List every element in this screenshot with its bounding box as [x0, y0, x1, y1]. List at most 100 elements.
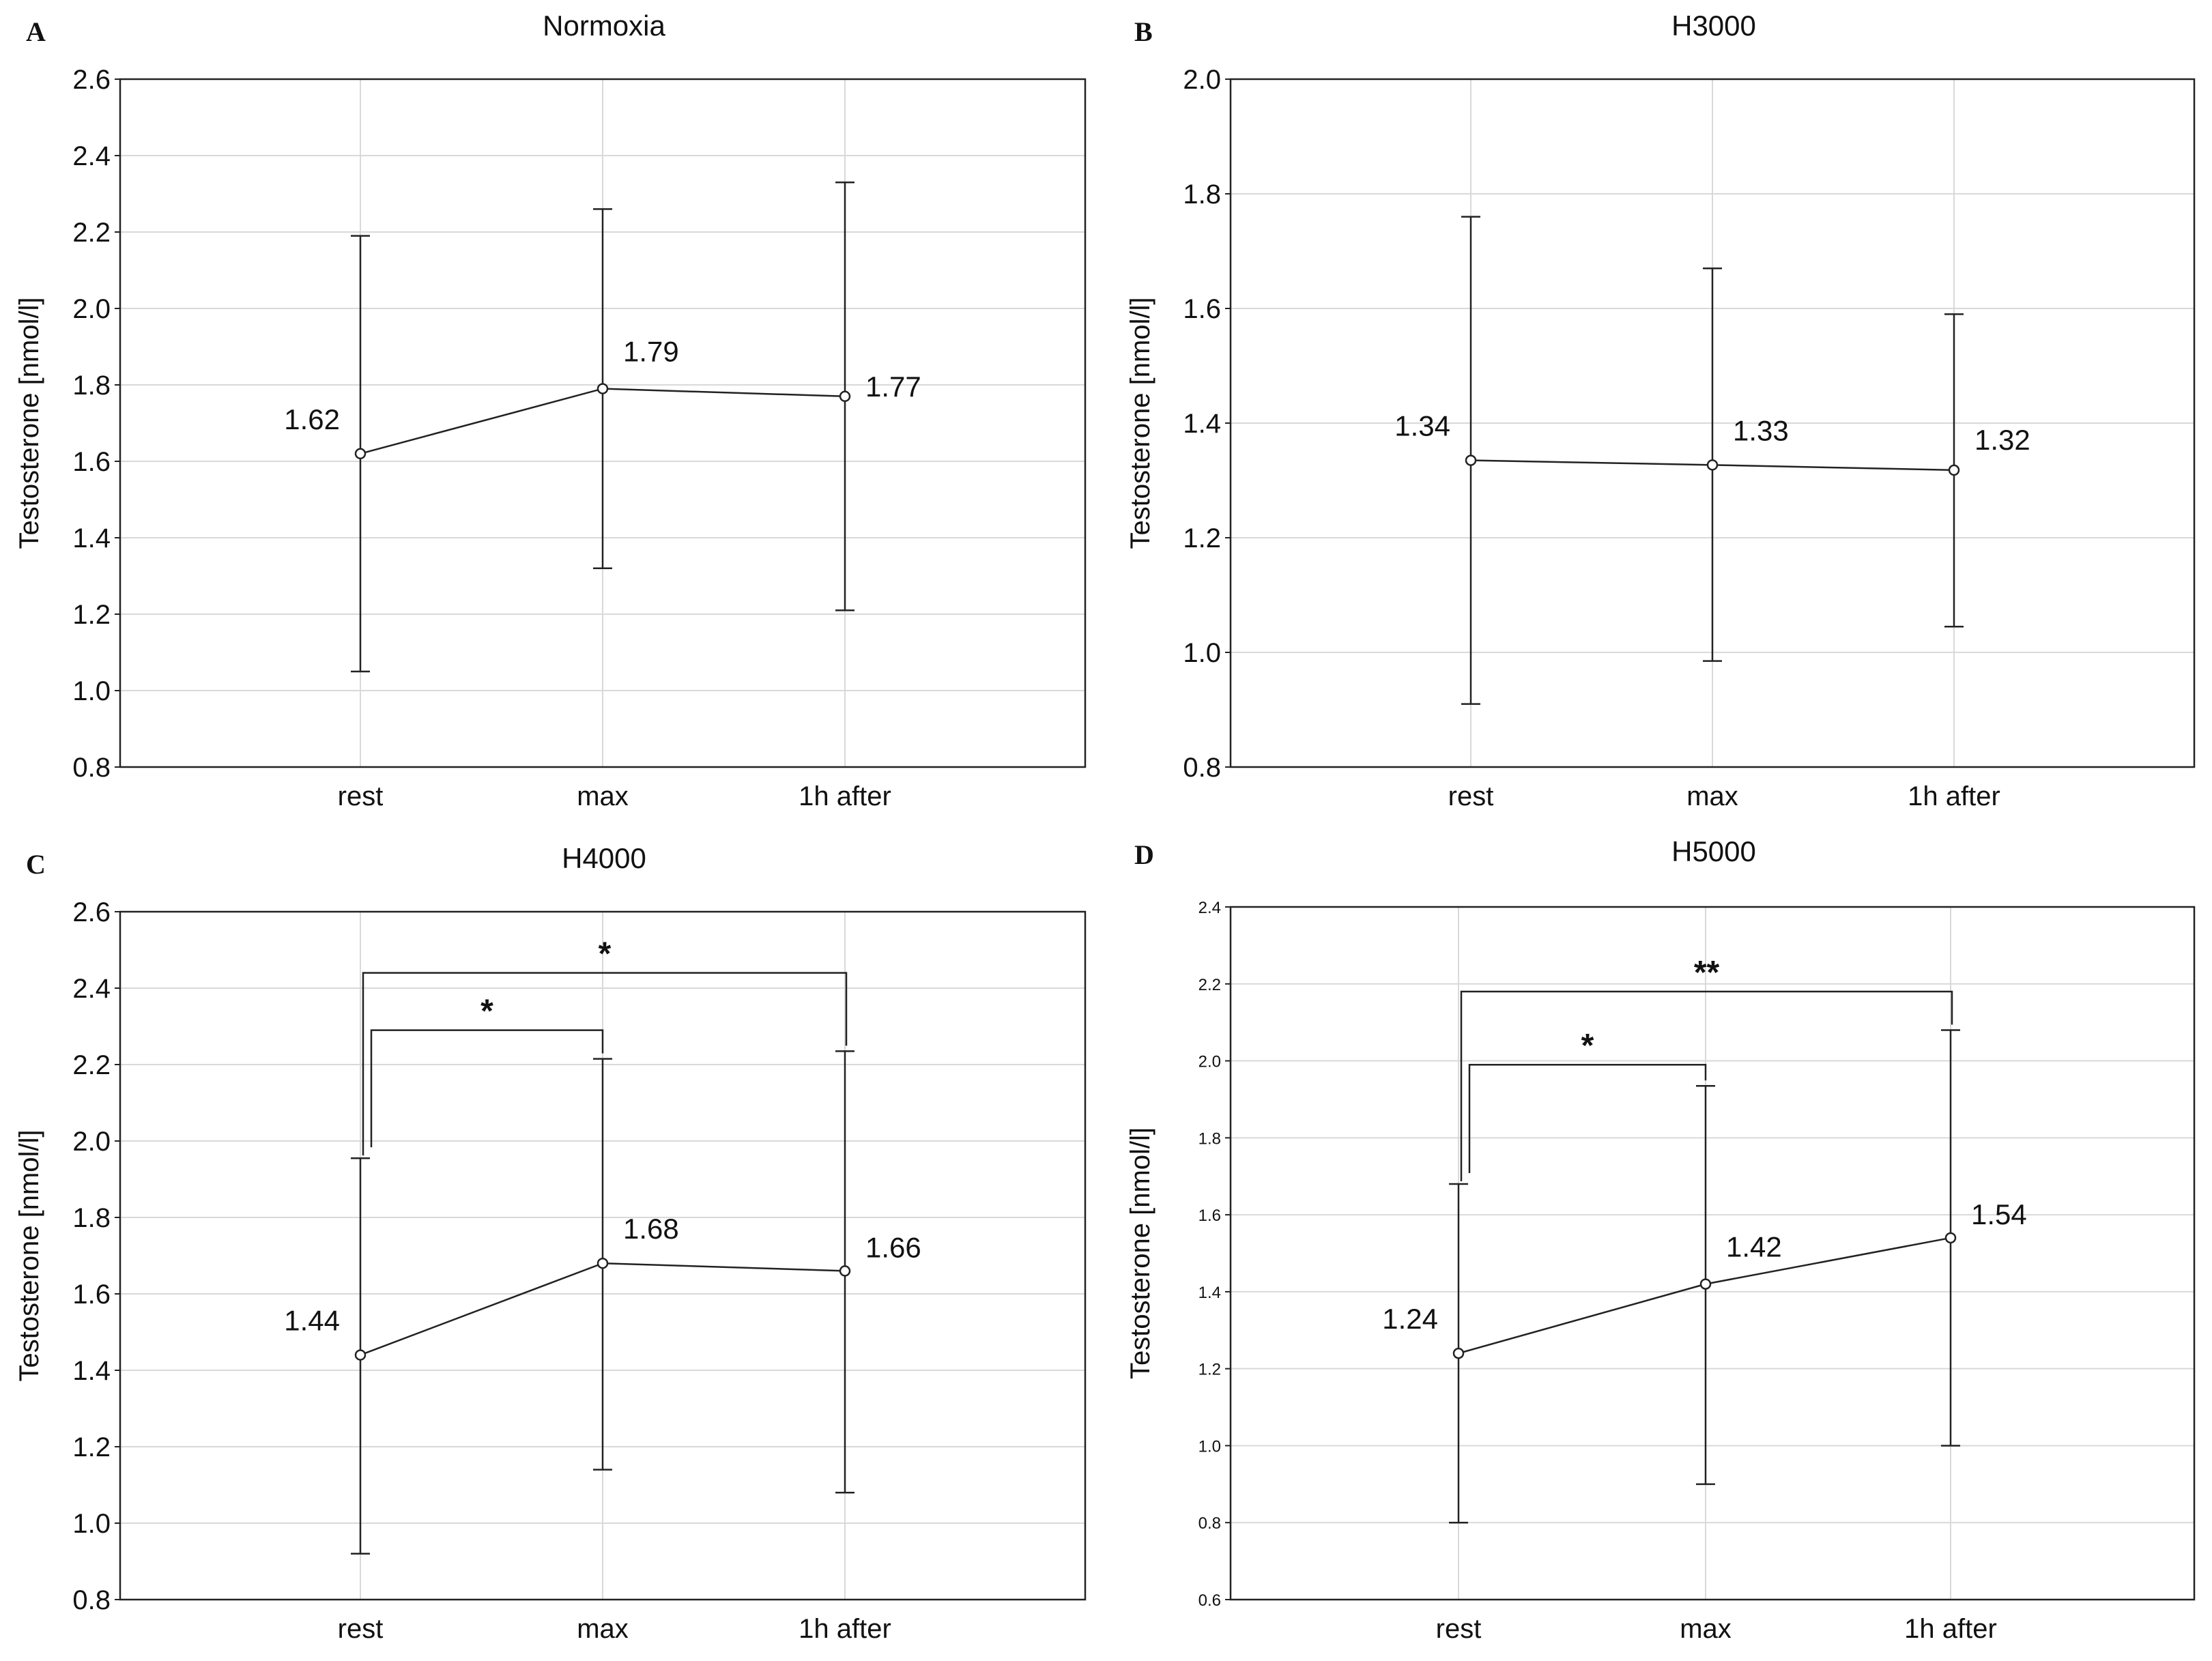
y-tick-label: 1.8	[72, 1203, 111, 1233]
y-axis-label: Testosterone [nmol/l]	[1125, 297, 1155, 549]
data-point	[1948, 464, 1960, 476]
significance-label: *	[1581, 1028, 1594, 1064]
panel-letter: B	[1134, 16, 1153, 47]
x-tick-label: max	[1686, 781, 1738, 811]
x-tick-label: rest	[338, 781, 384, 811]
y-tick-label: 2.0	[1183, 65, 1221, 95]
y-tick-label: 2.4	[72, 141, 111, 171]
y-tick-label: 0.6	[1198, 1591, 1221, 1610]
plot-frame	[1229, 906, 2196, 1601]
y-axis-label: Testosterone [nmol/l]	[1125, 1127, 1155, 1379]
significance-bracket	[1468, 1063, 1707, 1173]
significance-bracket	[370, 1029, 604, 1148]
y-tick-label: 2.6	[72, 897, 111, 927]
chart-panel-c: C H4000 0.8 1.0 1.2 1.4 1.6 1.8 2.0 2.2 2.4 2.6 rest…	[14, 842, 1087, 1644]
chart-panel-a: A Normoxia 0.8 1.0 1.2 1.4 1.6 1.8 2.0 2.2 2.4 2.6 r…	[14, 10, 1087, 811]
data-label: 1.77	[865, 371, 921, 403]
data-point	[1706, 459, 1719, 471]
y-tick-label: 1.0	[72, 1509, 111, 1539]
x-tick-label: max	[577, 1614, 629, 1644]
y-tick-label: 2.2	[72, 218, 111, 248]
data-label: 1.33	[1733, 414, 1789, 446]
data-label: 1.62	[284, 403, 340, 435]
chart-title: H4000	[562, 842, 646, 874]
y-tick-label: 1.6	[1198, 1207, 1221, 1225]
x-tick-label: rest	[338, 1614, 384, 1644]
y-tick-label: 2.2	[1198, 976, 1221, 994]
y-tick-label: 0.8	[1198, 1514, 1221, 1533]
x-tick-label: rest	[1436, 1614, 1482, 1644]
data-point	[839, 1265, 851, 1277]
y-tick-label: 2.4	[72, 974, 111, 1004]
y-tick-label: 1.6	[72, 1280, 111, 1310]
y-tick-label: 0.8	[1183, 753, 1221, 783]
significance-bracket	[1460, 990, 1953, 1181]
y-tick-label: 1.2	[72, 600, 111, 630]
data-label: 1.24	[1382, 1303, 1438, 1335]
x-tick-label: 1h after	[799, 781, 891, 811]
data-label: 1.32	[1974, 424, 2030, 456]
significance-bracket	[362, 972, 848, 1156]
data-point	[1944, 1232, 1957, 1244]
data-point	[354, 448, 367, 460]
y-tick-label: 1.0	[1183, 638, 1221, 668]
data-label: 1.66	[865, 1231, 921, 1263]
data-point	[839, 390, 851, 403]
y-tick-label: 2.0	[72, 1127, 111, 1157]
data-label: 1.42	[1726, 1231, 1782, 1263]
y-tick-label: 0.8	[72, 1585, 111, 1615]
panel-letter: D	[1134, 839, 1154, 870]
data-point	[597, 383, 609, 394]
y-tick-label: 1.2	[72, 1432, 111, 1462]
y-tick-label: 1.4	[1183, 409, 1221, 439]
y-tick-label: 1.0	[72, 676, 111, 706]
y-tick-label: 2.2	[72, 1050, 111, 1080]
y-tick-label: 2.0	[72, 294, 111, 324]
y-tick-label: 2.0	[1198, 1053, 1221, 1071]
panel-letter: C	[26, 849, 46, 880]
chart-panel-d: D H5000 0.6 0.8 1.0 1.2 1.4 1.6 1.8 2.0 2.2 2.4 rest…	[1125, 835, 2196, 1644]
y-tick-label: 0.8	[72, 753, 111, 783]
series-line	[1458, 1237, 1951, 1355]
chart-panel-b: B H3000 0.8 1.0 1.2 1.4 1.6 1.8 2.0 rest max 1h aft…	[1125, 10, 2196, 811]
y-tick-label: 1.4	[72, 523, 111, 553]
chart-title: H5000	[1671, 835, 1756, 867]
data-point	[1452, 1347, 1465, 1359]
data-label: 1.34	[1394, 410, 1450, 442]
y-tick-label: 1.0	[1198, 1437, 1221, 1456]
significance-label: *	[599, 936, 612, 972]
y-tick-label: 1.2	[1183, 523, 1221, 553]
x-tick-label: rest	[1448, 781, 1494, 811]
data-label: 1.68	[623, 1213, 679, 1245]
y-tick-label: 2.6	[72, 65, 111, 95]
significance-label: **	[1694, 955, 1720, 991]
x-tick-label: max	[1680, 1614, 1732, 1644]
data-label: 1.79	[623, 336, 679, 368]
data-point	[354, 1349, 367, 1361]
x-tick-label: 1h after	[1908, 781, 2000, 811]
y-tick-label: 1.6	[1183, 294, 1221, 324]
plot-frame	[119, 78, 1087, 768]
chart-title: H3000	[1671, 10, 1756, 42]
x-tick-label: max	[577, 781, 629, 811]
y-axis-label: Testosterone [nmol/l]	[14, 1129, 44, 1381]
plot-frame	[119, 910, 1087, 1601]
data-point	[597, 1257, 609, 1269]
data-label: 1.44	[284, 1305, 340, 1337]
y-tick-label: 1.2	[1198, 1361, 1221, 1379]
y-axis-label: Testosterone [nmol/l]	[14, 297, 44, 549]
data-label: 1.54	[1971, 1198, 2027, 1230]
y-tick-label: 1.8	[1198, 1129, 1221, 1148]
x-tick-label: 1h after	[1904, 1614, 1997, 1644]
y-tick-label: 1.8	[72, 371, 111, 401]
x-tick-label: 1h after	[799, 1614, 891, 1644]
panel-letter: A	[26, 16, 46, 47]
y-tick-label: 1.4	[1198, 1284, 1221, 1302]
y-tick-label: 1.6	[72, 447, 111, 477]
data-point	[1465, 454, 1477, 466]
data-point	[1699, 1278, 1712, 1290]
y-tick-label: 1.8	[1183, 179, 1221, 210]
significance-label: *	[480, 994, 493, 1030]
y-tick-label: 1.4	[72, 1356, 111, 1386]
